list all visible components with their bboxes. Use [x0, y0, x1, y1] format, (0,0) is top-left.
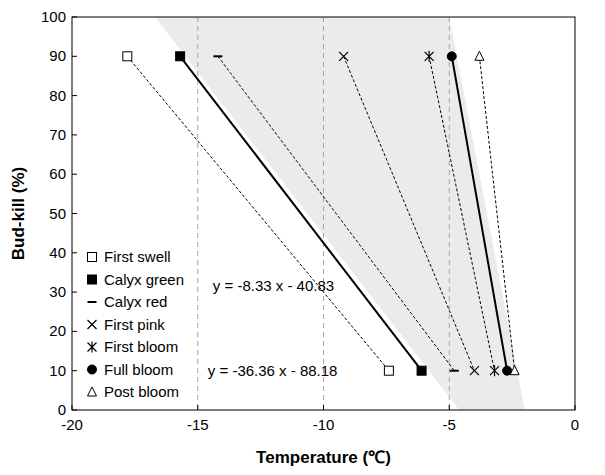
series-line	[479, 56, 514, 370]
data-point	[176, 52, 185, 61]
marker-shape	[88, 253, 97, 262]
annotation: y = -8.33 x - 40.83	[213, 277, 334, 294]
data-point	[450, 370, 459, 371]
grid-line	[323, 17, 324, 410]
legend-marker	[88, 342, 97, 353]
y-tick-label: 50	[49, 205, 66, 222]
tick-mark	[323, 405, 324, 410]
y-tick-label: 80	[49, 87, 66, 104]
series-line	[127, 56, 389, 370]
marker-shape	[88, 387, 97, 396]
legend-label: First bloom	[104, 338, 178, 355]
tick-mark	[72, 95, 77, 96]
chart: -20 -15 -10 -5 0 0 10 20 30 40 50 60 70 80 90 100 Temper…	[0, 0, 605, 475]
data-point	[510, 366, 519, 375]
plot-frame	[72, 17, 575, 410]
y-axis-label: Bud-kill (%)	[9, 167, 28, 261]
x-tick-label: -5	[443, 416, 456, 433]
legend-marker	[88, 365, 97, 374]
y-tick-label: 40	[49, 244, 66, 261]
grid-line	[449, 17, 450, 410]
y-tick-label: 0	[58, 401, 66, 418]
marker-shape	[425, 51, 434, 62]
data-point	[417, 366, 426, 375]
x-tick-label: -10	[313, 416, 335, 433]
legend-label: First pink	[104, 316, 165, 333]
tick-mark	[72, 252, 77, 253]
tick-mark	[72, 405, 73, 410]
legend-marker	[88, 253, 97, 262]
data-point	[213, 56, 222, 57]
x-tick-label: 0	[571, 416, 579, 433]
legend-label: Full bloom	[104, 361, 173, 378]
y-tick-label: 60	[49, 165, 66, 182]
y-tick-label: 30	[49, 283, 66, 300]
x-tick-label: -15	[187, 416, 209, 433]
marker-shape	[88, 275, 97, 284]
annotation: y = -36.36 x - 88.18	[208, 362, 338, 379]
series-line	[180, 56, 422, 370]
y-tick-label: 20	[49, 322, 66, 339]
tick-mark	[72, 56, 77, 57]
tick-mark	[72, 410, 77, 411]
y-tick-label: 100	[41, 8, 66, 25]
x-tick-label: -20	[61, 416, 83, 433]
marker-shape	[88, 320, 97, 329]
series-line	[452, 56, 507, 370]
tick-mark	[72, 134, 77, 135]
marker-shape	[490, 365, 499, 376]
y-tick-label: 90	[49, 47, 66, 64]
y-tick-label: 70	[49, 126, 66, 143]
data-point	[123, 52, 132, 61]
tick-mark	[449, 405, 450, 410]
legend: First swell Calyx green Calyx red First pin…	[88, 248, 185, 400]
marker-shape	[447, 52, 456, 61]
tick-mark	[575, 405, 576, 410]
marker-shape	[450, 370, 459, 372]
tick-mark	[72, 17, 77, 18]
marker-shape	[88, 301, 97, 303]
data-point	[384, 366, 393, 375]
legend-marker	[88, 302, 97, 303]
data-point	[490, 365, 499, 376]
marker-shape	[510, 366, 519, 375]
grid-line	[197, 17, 198, 410]
marker-shape	[213, 55, 222, 57]
marker-shape	[88, 365, 97, 374]
data-point	[447, 52, 456, 61]
legend-label: Calyx green	[104, 271, 184, 288]
marker-shape	[384, 366, 393, 375]
shaded-region	[155, 17, 525, 410]
marker-shape	[475, 51, 484, 60]
data-point	[475, 51, 484, 60]
tick-mark	[72, 331, 77, 332]
legend-marker	[88, 320, 97, 329]
marker-shape	[123, 52, 132, 61]
legend-label: Calyx red	[104, 293, 167, 310]
plot-area	[123, 17, 525, 410]
legend-label: First swell	[104, 248, 171, 265]
marker-shape	[470, 366, 479, 375]
marker-shape	[339, 52, 348, 61]
x-axis-label: Temperature (℃)	[256, 448, 391, 467]
tick-mark	[72, 292, 77, 293]
data-point	[339, 52, 348, 61]
legend-marker	[88, 275, 97, 284]
data-point	[425, 51, 434, 62]
tick-mark	[72, 370, 77, 371]
legend-label: Post bloom	[104, 383, 179, 400]
series-line	[218, 56, 454, 370]
tick-mark	[197, 405, 198, 410]
y-tick-label: 10	[49, 362, 66, 379]
legend-marker	[88, 387, 97, 396]
tick-mark	[72, 213, 77, 214]
data-point	[470, 366, 479, 375]
tick-mark	[72, 174, 77, 175]
marker-shape	[176, 52, 185, 61]
series-line	[344, 56, 475, 370]
marker-shape	[88, 342, 97, 353]
marker-shape	[417, 366, 426, 375]
